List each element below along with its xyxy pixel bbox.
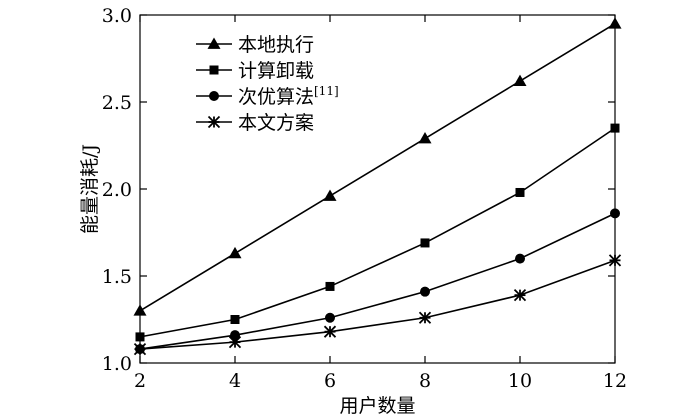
x-tick-label: 8 [419,370,431,392]
data-point [513,289,527,302]
series-line [139,212,616,350]
legend-item: 本地执行 [196,34,314,56]
data-point [610,123,620,133]
legend-marker [209,65,219,75]
legend-marker [207,37,221,49]
data-point [230,330,240,341]
series-line [139,23,616,312]
legend-marker [209,91,219,101]
legend-item: 计算卸载 [196,60,314,82]
x-tick-label: 6 [324,370,336,392]
y-tick-label: 3.0 [102,5,132,27]
data-point [228,246,242,259]
data-point [610,208,620,219]
series-line [139,127,616,338]
y-axis-title: 能量消耗/J [79,144,101,234]
data-point [228,335,242,349]
data-point [420,286,430,297]
data-point [325,312,335,323]
data-point [135,332,145,342]
data-point [515,187,525,197]
data-point [608,17,622,29]
x-tick-label: 10 [508,370,532,392]
series-4 [133,254,622,356]
data-point [323,325,337,338]
axis-tick-labels: 2 4 6 8 10 12 1.0 1.5 2.0 2.5 3.0 [102,5,627,392]
legend-label: 计算卸载 [238,60,314,82]
legend-item: 次优算法 [11] [196,84,339,108]
x-tick-label: 4 [229,370,241,392]
series-2 [135,123,620,342]
y-tick-label: 2.5 [102,92,132,114]
series-1 [133,17,622,316]
legend-marker [207,115,221,129]
data-point [608,254,622,267]
y-tick-label: 1.0 [102,353,132,375]
data-point [420,238,430,248]
series-line [139,259,616,350]
legend-label: 次优算法 [238,86,314,108]
x-tick-label: 2 [134,370,146,392]
series-layer [133,17,622,356]
data-point [515,253,525,264]
data-point [513,74,527,86]
data-point [418,132,432,144]
legend-label-citation: [11] [314,84,339,98]
data-point [323,189,337,201]
data-point [418,311,432,324]
x-tick-label: 12 [603,370,627,392]
x-axis-title: 用户数量 [339,395,415,417]
legend-label: 本文方案 [238,112,314,134]
data-point [325,281,335,291]
data-point [133,304,147,316]
y-tick-label: 1.5 [102,266,132,288]
legend-item: 本文方案 [196,112,314,134]
data-point [230,315,240,324]
y-tick-label: 2.0 [102,179,132,201]
axis-ticks [139,14,616,364]
series-3 [135,208,620,355]
data-point [133,342,147,356]
legend-label: 本地执行 [238,34,314,56]
